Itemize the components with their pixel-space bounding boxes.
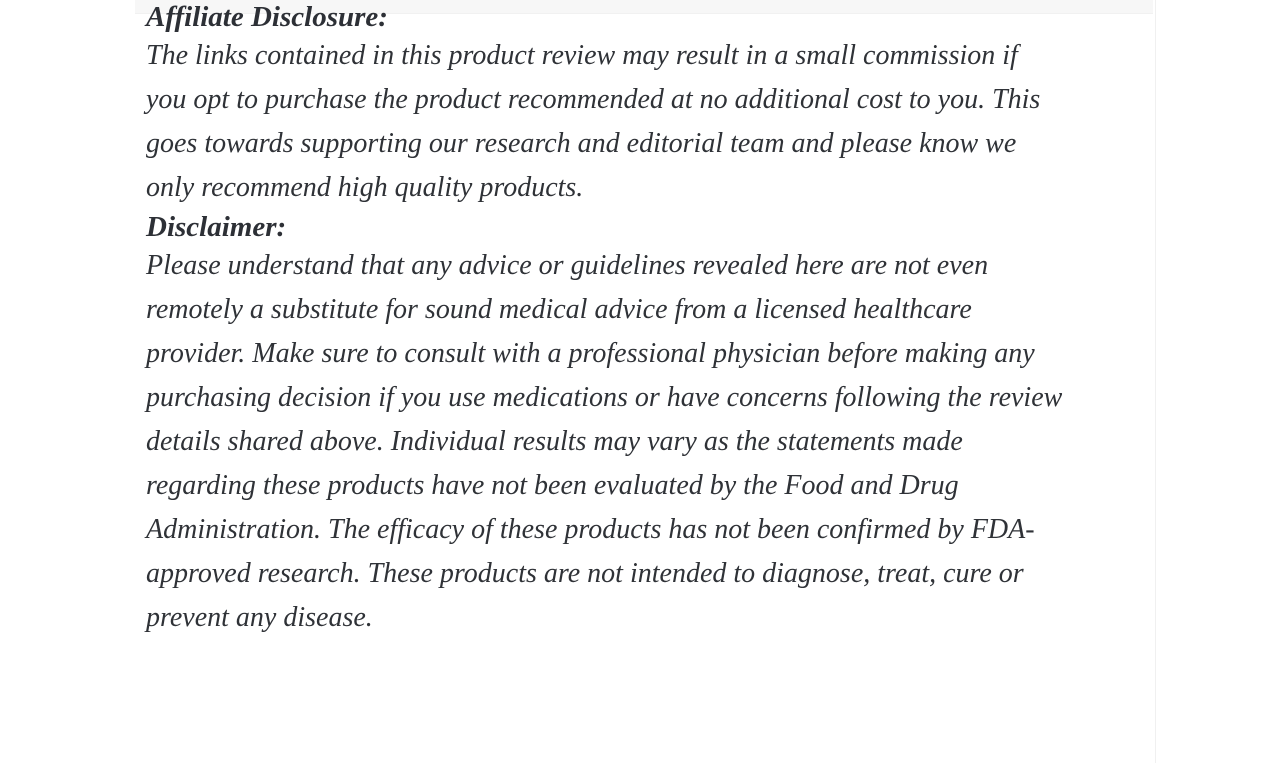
disclaimer-heading: Disclaimer: bbox=[146, 211, 287, 243]
disclaimer-paragraph: Please understand that any advice or gui… bbox=[146, 250, 1063, 633]
affiliate-disclosure-heading: Affiliate Disclosure: bbox=[146, 1, 388, 33]
top-element-sliver bbox=[135, 0, 1153, 14]
content-column-divider bbox=[1155, 0, 1156, 763]
article-body: Affiliate Disclosure: The links containe… bbox=[146, 0, 1160, 640]
affiliate-disclosure-paragraph: The links contained in this product revi… bbox=[146, 40, 1041, 203]
